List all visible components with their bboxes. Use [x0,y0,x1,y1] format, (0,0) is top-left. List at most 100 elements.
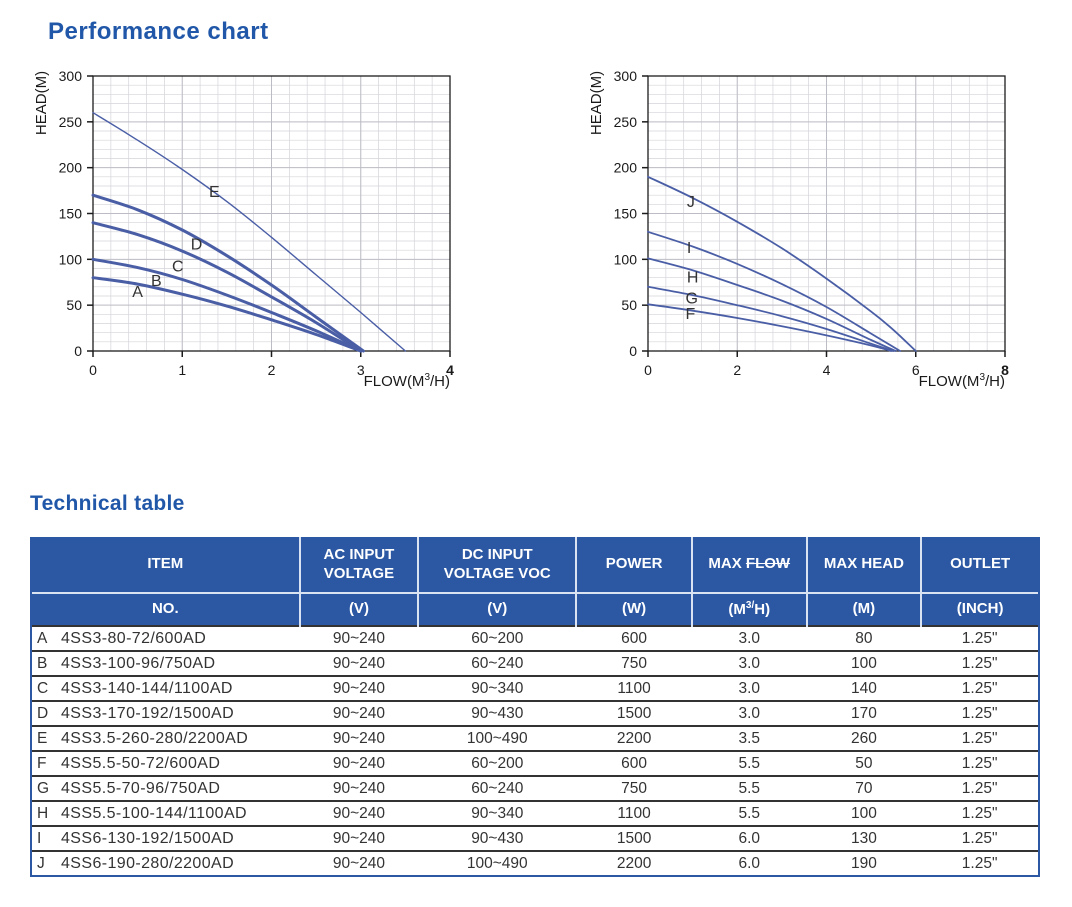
row-letter: A [37,629,48,647]
y-axis-title: HEAD(M) [33,71,50,135]
cell-outlet: 1.25" [921,725,1038,751]
cell-max_flow: 3.0 [691,650,807,676]
row-model: 4SS3-100-96/750AD [61,654,216,672]
x-tick-label: 0 [89,362,97,378]
x-axis-title: FLOW(M3/H) [364,372,450,390]
curve-label-F: F [686,306,696,323]
cell-max_head: 100 [806,800,922,826]
col-header-max_head: MAX HEAD [806,537,923,594]
cell-dc: 60~240 [418,650,577,676]
curve-label-C: C [172,258,184,275]
cell-max_flow: 5.5 [691,800,807,826]
cell-dc: 60~240 [418,775,577,801]
table-row-H: H 4SS5.5-100-144/1100AD 90~240 90~340 1100 5.… [32,800,1038,826]
y-tick-label: 300 [614,68,638,84]
grid [648,76,1005,351]
cell-ac: 90~240 [299,675,419,701]
performance-charts-canvas: 0 1 2 3 4050100150200250300HEAD(M)FLOW(M3/H)… [33,68,1009,390]
curve-G [647,285,895,352]
curve-label-H: H [687,269,699,286]
cell-max_head: 100 [806,650,922,676]
cell-item: I 4SS6-130-192/1500AD [32,825,300,851]
row-letter: G [37,779,50,797]
y-tick-label: 0 [629,343,637,359]
cell-outlet: 1.25" [921,675,1038,701]
cell-dc: 90~340 [418,675,577,701]
y-tick-label: 300 [59,68,83,84]
row-model: 4SS3-80-72/600AD [61,629,207,647]
cell-power: 600 [576,625,692,651]
curve-label-D: D [191,236,203,253]
curve-D [91,193,365,353]
cell-ac: 90~240 [299,625,419,651]
cell-max_flow: 3.0 [691,675,807,701]
row-letter: C [37,679,49,697]
cell-power: 1100 [576,675,692,701]
curve-label-J: J [687,194,695,211]
y-tick-label: 150 [59,206,83,222]
col-header-item: ITEM [32,537,301,594]
cell-max_flow: 3.0 [691,700,807,726]
col-unit-dc: (V) [418,593,578,626]
cell-ac: 90~240 [299,825,419,851]
curve-C [91,221,363,353]
technical-table-grid: ITEM AC INPUT VOLTAGE DC INPUT VOLTAGE VOC PO… [32,537,1038,875]
cell-ac: 90~240 [299,650,419,676]
y-tick-label: 0 [74,343,82,359]
cell-dc: 90~430 [418,825,577,851]
cell-power: 1500 [576,700,692,726]
y-tick-label: 150 [614,206,638,222]
curve-A [91,276,363,353]
curve-I [647,230,901,352]
struck-word: FLOW [745,555,791,573]
cell-outlet: 1.25" [921,750,1038,776]
cell-dc: 90~430 [418,700,577,726]
y-tick-label: 250 [614,114,638,130]
table-row-G: G 4SS5.5-70-96/750AD 90~240 60~240 750 5.5 70 1… [32,775,1038,801]
row-letter: D [37,704,49,722]
row-letter: F [37,754,47,772]
cell-item: C 4SS3-140-144/1100AD [32,675,300,701]
table-row-B: B 4SS3-100-96/750AD 90~240 60~240 750 3.0 100 1… [32,650,1038,676]
cell-power: 2200 [576,725,692,751]
performance-chart-title: Performance chart [48,18,269,45]
row-model: 4SS3.5-260-280/2200AD [61,729,249,747]
cell-item: F 4SS5.5-50-72/600AD [32,750,300,776]
y-tick-label: 50 [66,297,82,313]
cell-max_head: 80 [806,625,922,651]
row-letter: H [37,804,49,822]
cell-max_flow: 5.5 [691,775,807,801]
cell-item: B 4SS3-100-96/750AD [32,650,300,676]
col-unit-max_head: (M) [806,593,923,626]
table-row-A: A 4SS3-80-72/600AD 90~240 60~200 600 3.0 80 1.2… [32,625,1038,651]
curve-label-G: G [686,290,698,307]
cell-outlet: 1.25" [921,700,1038,726]
row-model: 4SS3-140-144/1100AD [61,679,233,697]
col-header-max_flow: MAX FLOW [691,537,808,594]
curve-B [91,257,363,353]
row-letter: J [37,854,45,872]
table-row-J: J 4SS6-190-280/2200AD 90~240 100~490 2200 6.0… [32,850,1038,875]
col-unit-power: (W) [576,593,693,626]
row-model: 4SS5.5-100-144/1100AD [61,804,248,822]
cell-max_head: 260 [806,725,922,751]
cell-dc: 90~340 [418,800,577,826]
cell-dc: 60~200 [418,750,577,776]
cell-max_head: 140 [806,675,922,701]
x-tick-label: 6 [912,362,920,378]
x-tick-label: 0 [644,362,652,378]
cell-dc: 100~490 [418,850,577,875]
cell-dc: 60~200 [418,625,577,651]
row-model: 4SS5.5-70-96/750AD [61,779,221,797]
col-unit-outlet: (INCH) [921,593,1038,626]
cell-item: G 4SS5.5-70-96/750AD [32,775,300,801]
col-unit-max_flow: (M3/H) [691,593,808,626]
row-model: 4SS5.5-50-72/600AD [61,754,221,772]
cell-max_flow: 5.5 [691,750,807,776]
cell-power: 1500 [576,825,692,851]
curve-E [92,112,407,352]
curve-J [647,175,917,352]
cell-outlet: 1.25" [921,825,1038,851]
cell-max_head: 190 [806,850,922,875]
